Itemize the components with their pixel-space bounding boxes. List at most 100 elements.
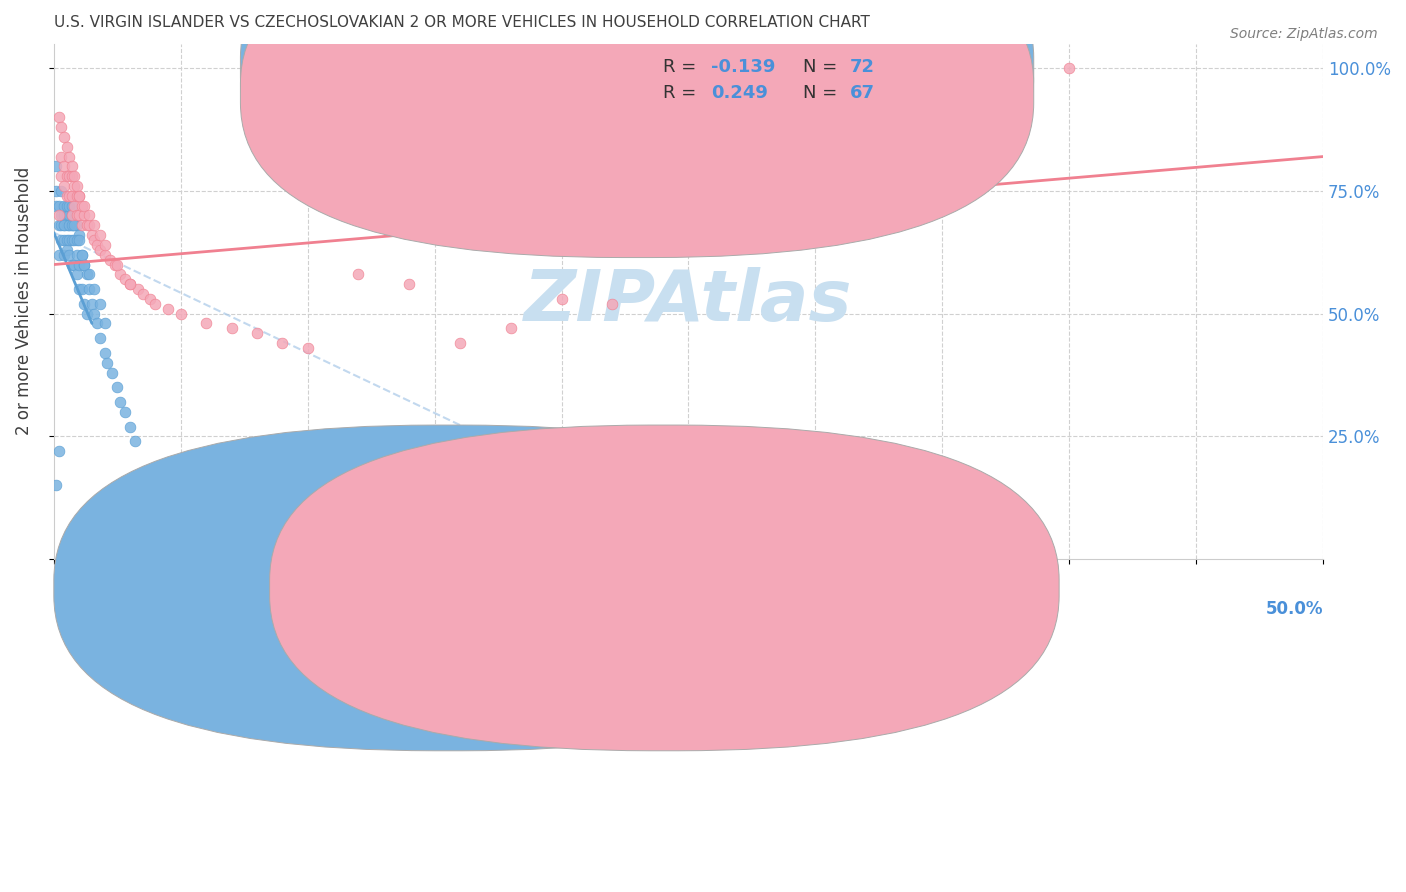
Point — [48, 248, 70, 262]
Point — [51, 169, 73, 184]
Point — [79, 209, 101, 223]
FancyBboxPatch shape — [240, 0, 1033, 232]
Point — [67, 282, 90, 296]
Point — [93, 317, 115, 331]
Point — [60, 209, 83, 223]
Point — [76, 268, 98, 282]
Point — [70, 199, 93, 213]
Point — [83, 219, 105, 233]
Point — [104, 258, 127, 272]
Point — [66, 268, 89, 282]
Point — [145, 297, 167, 311]
Point — [55, 219, 77, 233]
Point — [118, 277, 141, 292]
Point — [55, 209, 77, 223]
Point — [63, 169, 86, 184]
Text: N =: N = — [803, 84, 842, 103]
Point — [60, 199, 83, 213]
Point — [139, 292, 162, 306]
Point — [246, 326, 269, 341]
FancyBboxPatch shape — [53, 425, 844, 751]
Text: N =: N = — [803, 58, 842, 77]
Point — [55, 140, 77, 154]
Point — [157, 301, 180, 316]
Point — [63, 233, 86, 247]
Point — [89, 228, 111, 243]
FancyBboxPatch shape — [240, 0, 1033, 258]
Point — [48, 209, 70, 223]
Point — [80, 228, 103, 243]
Point — [67, 228, 90, 243]
Text: R =: R = — [664, 58, 702, 77]
Point — [53, 233, 76, 247]
Point — [60, 219, 83, 233]
Text: Czechoslovakians: Czechoslovakians — [678, 600, 825, 618]
Point — [55, 189, 77, 203]
Point — [66, 209, 89, 223]
Point — [105, 380, 128, 394]
Point — [51, 219, 73, 233]
Text: 0.249: 0.249 — [711, 84, 768, 103]
Point — [53, 130, 76, 145]
Point — [67, 258, 90, 272]
Point — [51, 184, 73, 198]
Point — [53, 248, 76, 262]
Point — [73, 258, 96, 272]
Point — [55, 243, 77, 257]
Point — [53, 219, 76, 233]
Point — [70, 248, 93, 262]
Point — [297, 341, 319, 355]
Point — [51, 150, 73, 164]
Text: 50.0%: 50.0% — [1265, 600, 1323, 618]
Point — [124, 434, 146, 449]
Point — [60, 160, 83, 174]
Point — [53, 219, 76, 233]
FancyBboxPatch shape — [270, 425, 1059, 751]
Point — [67, 189, 90, 203]
Point — [347, 268, 370, 282]
Point — [63, 219, 86, 233]
Point — [66, 233, 89, 247]
Point — [86, 238, 108, 252]
Point — [58, 219, 80, 233]
Point — [108, 395, 131, 409]
Y-axis label: 2 or more Vehicles in Household: 2 or more Vehicles in Household — [15, 167, 32, 435]
Text: R =: R = — [664, 84, 702, 103]
Point — [51, 209, 73, 223]
Point — [93, 346, 115, 360]
Point — [131, 287, 153, 301]
Point — [51, 233, 73, 247]
Point — [73, 258, 96, 272]
Text: -0.139: -0.139 — [711, 58, 776, 77]
Point — [67, 209, 90, 223]
Point — [114, 405, 136, 419]
Text: 72: 72 — [849, 58, 875, 77]
Point — [73, 209, 96, 223]
Point — [67, 233, 90, 247]
Point — [55, 199, 77, 213]
Text: U.S. Virgin Islanders: U.S. Virgin Islanders — [453, 600, 620, 618]
Point — [118, 419, 141, 434]
Point — [221, 321, 243, 335]
Point — [98, 252, 121, 267]
Point — [76, 219, 98, 233]
Point — [60, 209, 83, 223]
Point — [45, 184, 67, 198]
Point — [83, 307, 105, 321]
Point — [66, 219, 89, 233]
Point — [60, 233, 83, 247]
Point — [48, 199, 70, 213]
Point — [1059, 61, 1081, 75]
Point — [66, 189, 89, 203]
Point — [45, 160, 67, 174]
Point — [80, 297, 103, 311]
Point — [108, 268, 131, 282]
Point — [271, 336, 294, 351]
Point — [449, 336, 471, 351]
Point — [93, 238, 115, 252]
Point — [58, 219, 80, 233]
Point — [63, 258, 86, 272]
Point — [55, 233, 77, 247]
Text: 0.0%: 0.0% — [53, 600, 100, 618]
Point — [60, 258, 83, 272]
